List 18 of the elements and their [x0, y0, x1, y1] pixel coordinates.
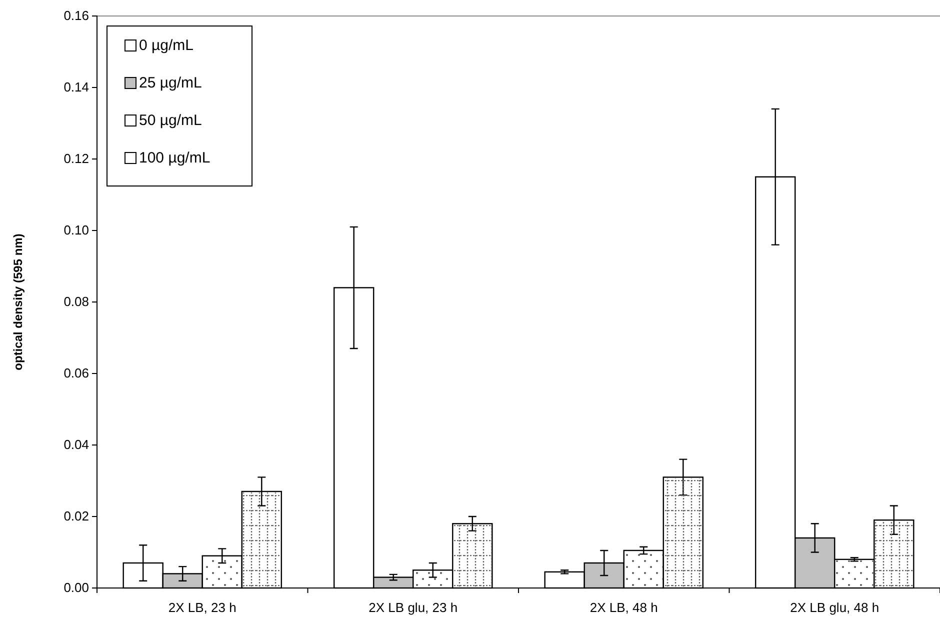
y-tick-label: 0.00 — [64, 580, 89, 596]
y-tick-label: 0.04 — [64, 437, 89, 452]
y-tick-label: 0.08 — [64, 294, 89, 310]
legend-label: 25 µg/mL — [139, 74, 202, 92]
legend-label: 100 µg/mL — [139, 150, 210, 166]
y-tick-label: 0.12 — [64, 151, 89, 166]
y-tick-label: 0.10 — [64, 222, 89, 238]
x-tick-label: 2X LB glu, 48 h — [790, 600, 880, 615]
y-axis-title: optical density (595 nm) — [11, 234, 25, 370]
x-tick-label: 2X LB glu, 23 h — [368, 600, 458, 615]
y-tick-label: 0.02 — [64, 508, 89, 524]
x-tick-label: 2X LB, 48 h — [590, 600, 658, 615]
y-tick-label: 0.06 — [64, 366, 89, 381]
legend-label: 0 µg/mL — [139, 37, 194, 54]
y-tick-label: 0.16 — [64, 8, 89, 24]
x-tick-label: 2X LB, 23 h — [168, 600, 236, 615]
legend-label: 50 µg/mL — [139, 112, 202, 129]
y-tick-label: 0.14 — [64, 80, 89, 95]
